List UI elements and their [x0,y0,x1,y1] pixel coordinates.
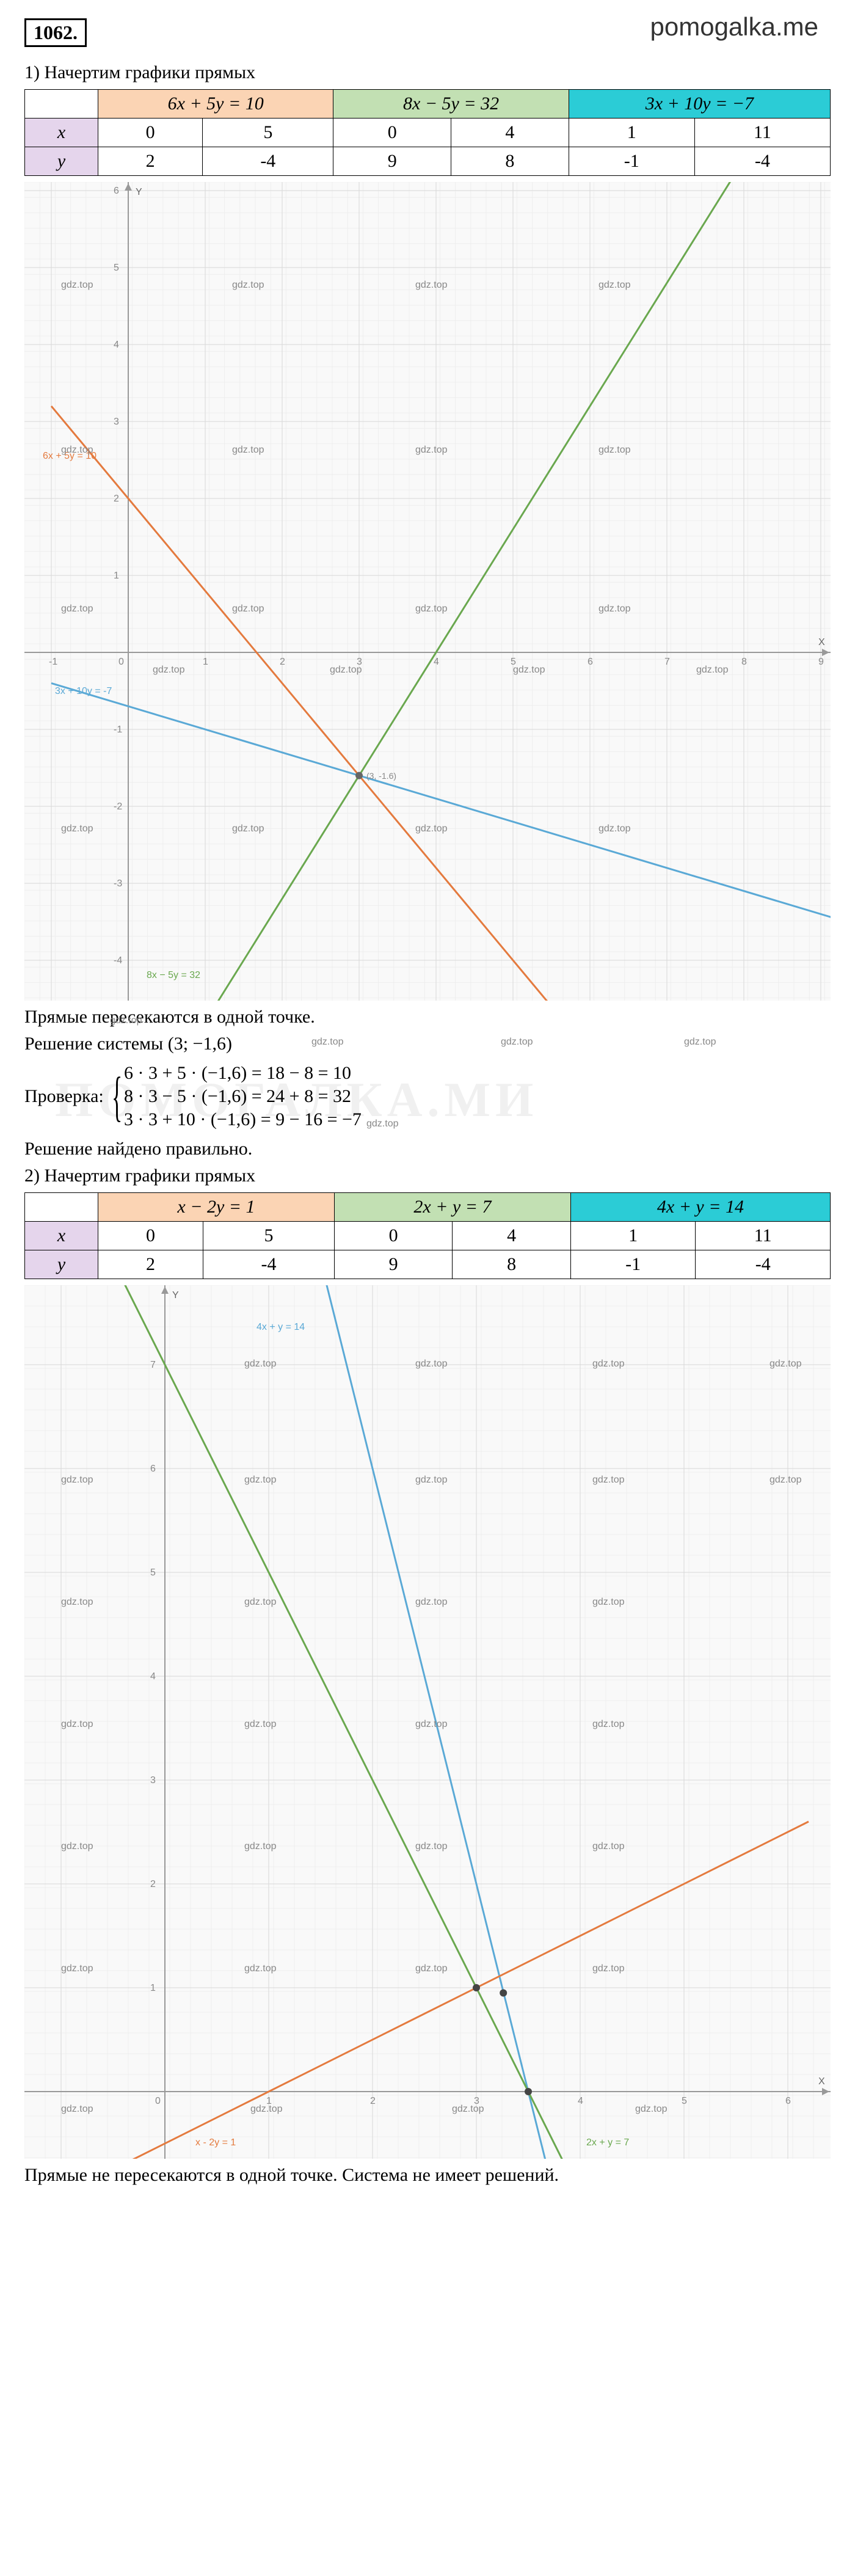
svg-text:2: 2 [114,494,119,504]
cell: 1 [569,119,694,147]
var-x: x [25,1222,98,1250]
verification: Проверка: { 6 · 3 + 5 · (−1,6) = 18 − 8 … [24,1060,831,1133]
svg-text:4: 4 [434,657,439,667]
table-header-eq3: 4x + y = 14 [570,1193,830,1222]
part1-intro: 1) Начертим графики прямых [24,62,831,83]
cell: 9 [333,147,451,176]
svg-text:-1: -1 [114,724,122,735]
svg-text:7: 7 [150,1360,156,1370]
cell: 8 [453,1250,570,1279]
cell: 11 [696,1222,831,1250]
var-x: x [25,119,98,147]
part2-intro: 2) Начертим графики прямых [24,1166,831,1186]
svg-text:0: 0 [155,2096,161,2106]
cell: 11 [694,119,830,147]
svg-text:-1: -1 [49,657,57,667]
table-header-empty [25,90,98,119]
cell: 2 [98,147,203,176]
eq3: 3 · 3 + 10 · (−1,6) = 9 − 16 = −7 [124,1109,362,1130]
verification-equations: 6 · 3 + 5 · (−1,6) = 18 − 8 = 10 8 · 3 −… [124,1060,362,1133]
svg-text:2: 2 [370,2096,376,2106]
cell: -4 [203,147,333,176]
brace-icon: { [112,1065,122,1128]
chart1: -1123456789-6-5-4-3-2-1123456780XY6x + 5… [24,182,831,1001]
svg-text:4: 4 [578,2096,583,2106]
svg-text:-3: -3 [114,878,122,889]
svg-text:3: 3 [474,2096,479,2106]
svg-text:2: 2 [280,657,285,667]
cell: 4 [451,119,569,147]
cell: -4 [203,1250,334,1279]
svg-text:6: 6 [588,657,593,667]
svg-text:4: 4 [114,340,119,350]
eq2: 8 · 3 − 5 · (−1,6) = 24 + 8 = 32 [124,1086,362,1107]
svg-text:9: 9 [818,657,824,667]
table-header-eq2: 8x − 5y = 32 [333,90,569,119]
cell: 0 [98,119,203,147]
svg-text:8: 8 [741,657,747,667]
conclusion2: Решение системы (3; −1,6) [24,1034,831,1054]
eq1: 6 · 3 + 5 · (−1,6) = 18 − 8 = 10 [124,1063,362,1084]
part1-table: 6x + 5y = 10 8x − 5y = 32 3x + 10y = −7 … [24,89,831,176]
svg-text:5: 5 [682,2096,687,2106]
cell: 5 [203,119,333,147]
cell: 2 [98,1250,203,1279]
cell: 1 [570,1222,696,1250]
svg-text:1: 1 [266,2096,272,2106]
cell: -4 [694,147,830,176]
cell: -4 [696,1250,831,1279]
svg-text:5: 5 [150,1567,156,1578]
table-header-eq1: 6x + 5y = 10 [98,90,333,119]
table-header-empty [25,1193,98,1222]
svg-text:1: 1 [203,657,208,667]
cell: 9 [334,1250,452,1279]
table-header-eq3: 3x + 10y = −7 [569,90,830,119]
svg-text:2: 2 [150,1879,156,1889]
conclusion3: Решение найдено правильно. [24,1139,831,1159]
svg-text:6: 6 [150,1464,156,1474]
svg-text:1: 1 [114,571,119,581]
svg-text:0: 0 [118,657,124,667]
part2-conclusion: Прямые не пересекаются в одной точке. Си… [24,2165,831,2186]
cell: 0 [333,119,451,147]
svg-text:4: 4 [150,1671,156,1682]
cell: -1 [569,147,694,176]
chart2: 1234561234567891011120XY4x + y = 142x + … [24,1285,831,2159]
table-header-eq2: 2x + y = 7 [334,1193,570,1222]
cell: 0 [98,1222,203,1250]
main-content: 1062. 1) Начертим графики прямых 6x + 5y… [0,0,855,2210]
var-y: y [25,1250,98,1279]
svg-text:6: 6 [114,186,119,196]
cell: 0 [334,1222,452,1250]
verification-label: Проверка: [24,1086,104,1107]
svg-text:6: 6 [785,2096,791,2106]
cell: 5 [203,1222,334,1250]
cell: 8 [451,147,569,176]
table-header-eq1: x − 2y = 1 [98,1193,335,1222]
svg-text:5: 5 [114,263,119,273]
svg-text:5: 5 [511,657,516,667]
svg-text:7: 7 [664,657,670,667]
problem-number: 1062. [24,18,87,47]
cell: 4 [453,1222,570,1250]
svg-text:1: 1 [150,1983,156,1993]
svg-text:3: 3 [150,1775,156,1786]
var-y: y [25,147,98,176]
svg-text:-4: -4 [114,955,122,966]
svg-text:3: 3 [114,417,119,427]
svg-text:3: 3 [357,657,362,667]
svg-text:-2: -2 [114,801,122,812]
site-watermark: pomogalka.me [650,12,818,42]
part2-table: x − 2y = 1 2x + y = 7 4x + y = 14 x 0 5 … [24,1192,831,1279]
cell: -1 [570,1250,696,1279]
conclusion1: Прямые пересекаются в одной точке. [24,1007,831,1027]
